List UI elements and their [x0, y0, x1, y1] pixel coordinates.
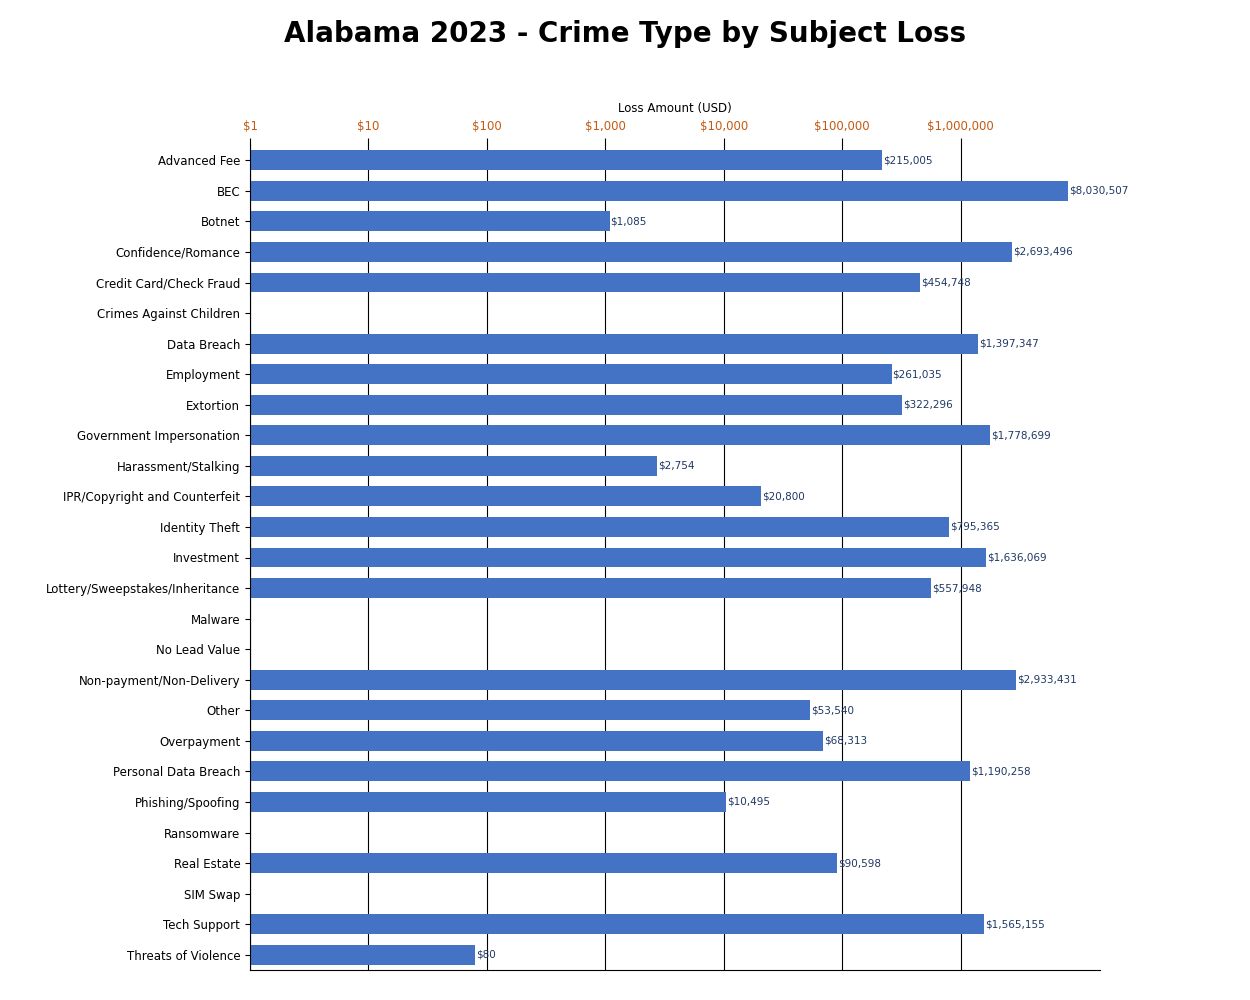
- Bar: [0, 334, 978, 354]
- Bar: [0, 670, 1016, 690]
- Bar: [0, 731, 822, 751]
- Bar: [0, 792, 726, 812]
- Text: $1,190,258: $1,190,258: [971, 766, 1030, 776]
- Bar: [0, 700, 810, 720]
- Bar: [0, 456, 658, 476]
- Bar: [0, 853, 838, 873]
- Text: $1,636,069: $1,636,069: [988, 552, 1046, 562]
- Text: $53,540: $53,540: [811, 705, 854, 715]
- Bar: [0, 211, 610, 231]
- Text: $2,754: $2,754: [659, 461, 695, 471]
- Bar: [0, 578, 931, 598]
- Bar: [0, 945, 475, 965]
- Text: $10,495: $10,495: [728, 797, 770, 807]
- Text: $8,030,507: $8,030,507: [1069, 186, 1129, 196]
- Bar: [0, 364, 891, 384]
- Bar: [0, 273, 920, 292]
- Text: $795,365: $795,365: [950, 522, 1000, 532]
- Text: $20,800: $20,800: [762, 491, 805, 501]
- Text: $261,035: $261,035: [892, 369, 942, 379]
- Bar: [0, 639, 224, 659]
- Bar: [0, 242, 1011, 262]
- Bar: [0, 609, 224, 629]
- Bar: [0, 823, 224, 842]
- Text: $1,778,699: $1,778,699: [991, 430, 1051, 440]
- Text: $557,948: $557,948: [931, 583, 981, 593]
- Text: $2,933,431: $2,933,431: [1017, 675, 1076, 685]
- Bar: [0, 761, 970, 781]
- Text: $215,005: $215,005: [882, 155, 932, 165]
- Text: Alabama 2023 - Crime Type by Subject Loss: Alabama 2023 - Crime Type by Subject Los…: [284, 20, 966, 48]
- Text: $68,313: $68,313: [824, 736, 866, 746]
- Bar: [0, 517, 949, 537]
- Text: $454,748: $454,748: [921, 277, 971, 288]
- Text: $1,565,155: $1,565,155: [985, 919, 1045, 929]
- Bar: [0, 395, 902, 415]
- Bar: [0, 303, 224, 323]
- Text: $2,693,496: $2,693,496: [1013, 247, 1072, 257]
- Bar: [0, 150, 881, 170]
- Bar: [0, 181, 1068, 201]
- Bar: [0, 425, 990, 445]
- Bar: [0, 486, 761, 506]
- Bar: [0, 884, 224, 904]
- Bar: [0, 548, 986, 567]
- Text: $1,397,347: $1,397,347: [979, 339, 1039, 349]
- Bar: [0, 914, 984, 934]
- Text: $1,085: $1,085: [610, 216, 648, 226]
- X-axis label: Loss Amount (USD): Loss Amount (USD): [618, 102, 731, 115]
- Text: $80: $80: [476, 950, 496, 960]
- Text: $90,598: $90,598: [839, 858, 881, 868]
- Text: $322,296: $322,296: [904, 400, 954, 410]
